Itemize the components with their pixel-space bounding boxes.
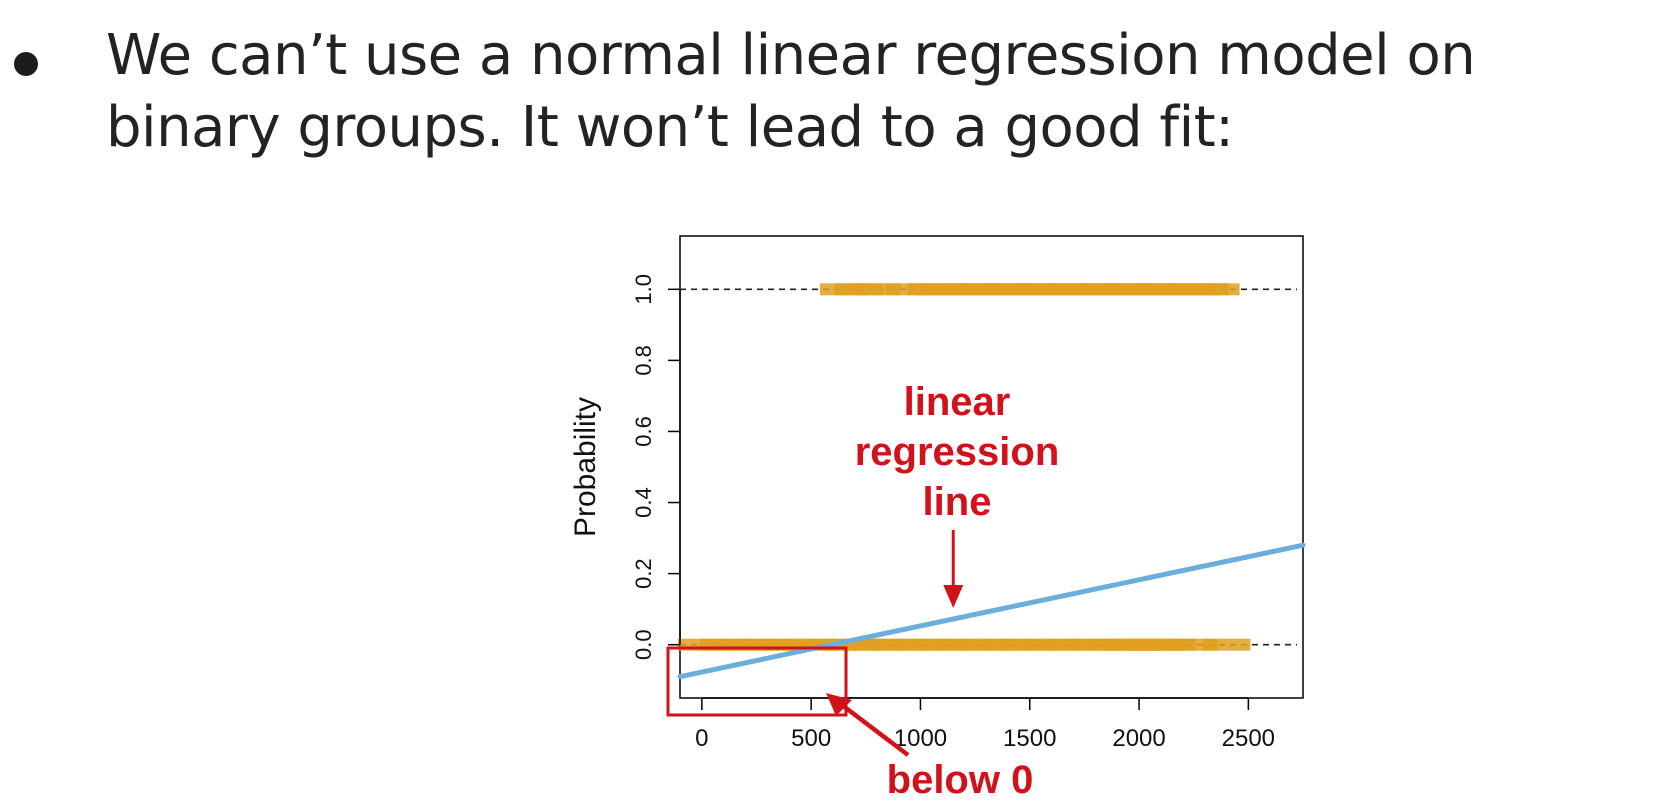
- y-tick-label: 0.2: [631, 558, 656, 589]
- y-tick-label: 0.6: [631, 416, 656, 447]
- x-axis: 0 500 1000 1500 2000 2500: [695, 697, 1275, 752]
- y-tick-label: 0.8: [631, 345, 656, 376]
- highlight-box: [666, 646, 848, 717]
- y-tick-label: 0.0: [631, 629, 656, 660]
- annotation-label: line: [923, 480, 992, 524]
- y-tick-label: 0.4: [631, 487, 656, 518]
- x-tick-label: 2000: [1112, 725, 1165, 752]
- x-tick-label: 1500: [1003, 725, 1056, 752]
- annotation-label: linear: [904, 380, 1011, 424]
- y-axis-label: Probability: [569, 397, 602, 537]
- regression-line: [677, 542, 1306, 680]
- x-tick-label: 1000: [894, 725, 947, 752]
- bullet-dot-icon: [14, 52, 38, 76]
- data-point: [1202, 638, 1251, 651]
- bullet-text: We can’t use a normal linear regression …: [106, 23, 1476, 160]
- regression-line-group: [677, 542, 1306, 680]
- data-point: [1191, 283, 1240, 296]
- x-tick-label: 0: [695, 725, 708, 752]
- annotation-arrow-head: [943, 585, 964, 608]
- annotation-label: below 0: [887, 758, 1034, 802]
- below-zero-arrow-shaft: [836, 700, 910, 757]
- x-tick-label: 500: [791, 725, 831, 752]
- x-tick-label: 2500: [1222, 725, 1275, 752]
- below-zero-arrow-head: [826, 693, 852, 716]
- y-tick-label: 1.0: [631, 274, 656, 305]
- y-axis: 0.0 0.2 0.4 0.6 0.8 1.0: [631, 274, 681, 660]
- annotation-label: regression: [855, 430, 1060, 474]
- annotations: linear regression line below 0: [666, 380, 1060, 802]
